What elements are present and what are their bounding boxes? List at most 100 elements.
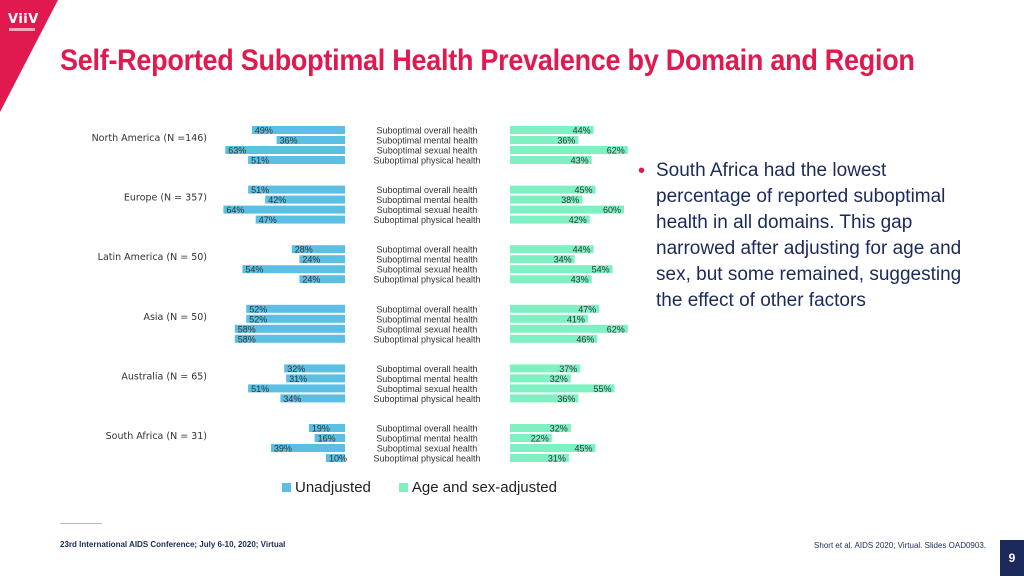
label-unadjusted: 39% — [274, 444, 292, 454]
bar-unadjusted — [248, 156, 345, 164]
domain-label: Suboptimal physical health — [373, 454, 480, 464]
label-unadjusted: 54% — [245, 265, 263, 275]
domain-label: Suboptimal sexual health — [377, 205, 478, 215]
key-finding-text: South Africa had the lowest percentage o… — [656, 160, 962, 311]
domain-label: Suboptimal sexual health — [377, 265, 478, 275]
label-adjusted: 37% — [559, 364, 577, 374]
bar-adjusted — [510, 265, 613, 274]
bar-unadjusted — [246, 314, 345, 323]
domain-label: Suboptimal mental health — [376, 255, 478, 265]
label-adjusted: 34% — [554, 255, 572, 265]
label-unadjusted: 28% — [295, 245, 313, 255]
bar-unadjusted — [265, 195, 345, 204]
bar-adjusted — [510, 205, 624, 214]
label-adjusted: 62% — [607, 146, 625, 156]
domain-label: Suboptimal mental health — [376, 195, 478, 205]
label-unadjusted: 64% — [226, 205, 244, 215]
page-number: 9 — [1000, 540, 1024, 576]
label-adjusted: 46% — [576, 334, 594, 344]
label-adjusted: 32% — [550, 424, 568, 434]
label-unadjusted: 42% — [268, 195, 286, 205]
bar-adjusted — [510, 324, 628, 333]
domain-label: Suboptimal overall health — [376, 424, 477, 434]
legend-adjusted: Age and sex-adjusted — [398, 479, 557, 496]
bar-adjusted — [510, 275, 592, 284]
label-adjusted: 60% — [603, 205, 621, 215]
bar-adjusted — [510, 334, 598, 343]
label-adjusted: 55% — [593, 384, 611, 394]
page-title: Self-Reported Suboptimal Health Prevalen… — [60, 44, 915, 77]
bar-unadjusted — [242, 265, 345, 274]
label-unadjusted: 58% — [238, 334, 256, 344]
label-unadjusted: 47% — [259, 215, 277, 225]
key-finding: • South Africa had the lowest percentage… — [638, 158, 978, 314]
domain-label: Suboptimal mental health — [376, 374, 478, 384]
label-adjusted: 44% — [573, 126, 591, 136]
label-adjusted: 38% — [561, 195, 579, 205]
conference-note: 23rd International AIDS Conference; July… — [60, 540, 286, 549]
label-unadjusted: 51% — [251, 384, 269, 394]
label-adjusted: 31% — [548, 454, 566, 464]
bar-adjusted — [510, 434, 552, 442]
domain-label: Suboptimal overall health — [376, 185, 477, 195]
label-adjusted: 22% — [531, 434, 549, 444]
bar-unadjusted — [248, 384, 345, 393]
bar-unadjusted — [246, 304, 345, 313]
label-unadjusted: 51% — [251, 156, 269, 166]
label-unadjusted: 16% — [318, 434, 336, 444]
domain-label: Suboptimal overall health — [376, 304, 477, 314]
label-adjusted: 42% — [569, 215, 587, 225]
bar-adjusted — [510, 146, 628, 154]
bar-unadjusted — [248, 185, 345, 194]
domain-label: Suboptimal overall health — [376, 245, 477, 255]
bar-unadjusted — [326, 454, 345, 462]
bar-adjusted — [510, 374, 571, 383]
domain-label: Suboptimal physical health — [373, 394, 480, 404]
footer-rule — [60, 523, 102, 524]
bar-unadjusted — [308, 424, 345, 432]
label-adjusted: 45% — [574, 444, 592, 454]
bar-adjusted — [510, 195, 583, 204]
label-unadjusted: 19% — [312, 424, 330, 434]
label-unadjusted: 49% — [255, 126, 273, 136]
region-label: Asia (N = 50) — [143, 312, 207, 323]
bar-unadjusted — [234, 324, 345, 333]
bar-unadjusted — [276, 136, 345, 144]
bar-adjusted — [510, 185, 596, 194]
bar-unadjusted — [299, 275, 345, 284]
label-unadjusted: 32% — [287, 364, 305, 374]
bar-adjusted — [510, 444, 596, 452]
bar-unadjusted — [286, 374, 345, 383]
label-unadjusted: 52% — [249, 304, 267, 314]
prevalence-chart: North America (N =146) 49% Suboptimal over… — [92, 126, 628, 464]
domain-label: Suboptimal physical health — [373, 156, 480, 166]
bar-adjusted — [510, 245, 594, 254]
legend-swatch-unadjusted — [282, 483, 291, 492]
label-adjusted: 36% — [557, 136, 575, 146]
domain-label: Suboptimal mental health — [376, 434, 478, 444]
domain-label: Suboptimal sexual health — [377, 324, 478, 334]
bar-unadjusted — [225, 146, 345, 154]
domain-label: Suboptimal overall health — [376, 364, 477, 374]
label-unadjusted: 24% — [302, 255, 320, 265]
label-adjusted: 36% — [557, 394, 575, 404]
label-adjusted: 32% — [550, 374, 568, 384]
domain-label: Suboptimal physical health — [373, 334, 480, 344]
label-adjusted: 44% — [573, 245, 591, 255]
bar-unadjusted — [270, 444, 345, 452]
bar-adjusted — [510, 126, 594, 134]
label-adjusted: 54% — [592, 265, 610, 275]
bullet-icon: • — [638, 160, 646, 182]
label-unadjusted: 24% — [302, 275, 320, 285]
region-label: Latin America (N = 50) — [98, 252, 207, 263]
label-adjusted: 43% — [571, 275, 589, 285]
chart-legend: Unadjusted Age and sex-adjusted — [282, 479, 585, 496]
bar-adjusted — [510, 364, 581, 373]
bar-adjusted — [510, 424, 571, 432]
bar-adjusted — [510, 156, 592, 164]
domain-label: Suboptimal mental health — [376, 314, 478, 324]
region-label: Europe (N = 357) — [124, 193, 207, 204]
legend-swatch-adjusted — [398, 483, 408, 492]
bar-adjusted — [510, 384, 615, 393]
domain-label: Suboptimal sexual health — [377, 384, 478, 394]
